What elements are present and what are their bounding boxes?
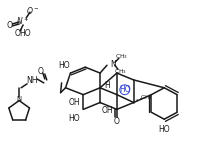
Text: OH: OH bbox=[101, 106, 113, 115]
Text: HO: HO bbox=[119, 85, 131, 94]
Text: HO: HO bbox=[19, 29, 31, 38]
Text: N: N bbox=[17, 96, 22, 102]
Text: O: O bbox=[38, 67, 44, 76]
Text: HO: HO bbox=[59, 61, 70, 70]
Text: HO: HO bbox=[69, 114, 80, 123]
Text: $N^+$: $N^+$ bbox=[16, 15, 30, 27]
Text: O: O bbox=[114, 117, 120, 126]
Text: OH: OH bbox=[69, 98, 80, 107]
Text: O: O bbox=[6, 21, 12, 30]
Text: NH: NH bbox=[26, 76, 38, 85]
Text: CH$_3$: CH$_3$ bbox=[114, 67, 127, 76]
Text: CH$_3$: CH$_3$ bbox=[115, 52, 128, 61]
Text: N: N bbox=[110, 60, 116, 69]
Text: $O^-$: $O^-$ bbox=[26, 5, 40, 16]
Text: O: O bbox=[14, 29, 20, 38]
Text: HO: HO bbox=[158, 124, 170, 133]
Text: CH$_3$: CH$_3$ bbox=[140, 93, 153, 102]
Text: H: H bbox=[104, 81, 110, 90]
